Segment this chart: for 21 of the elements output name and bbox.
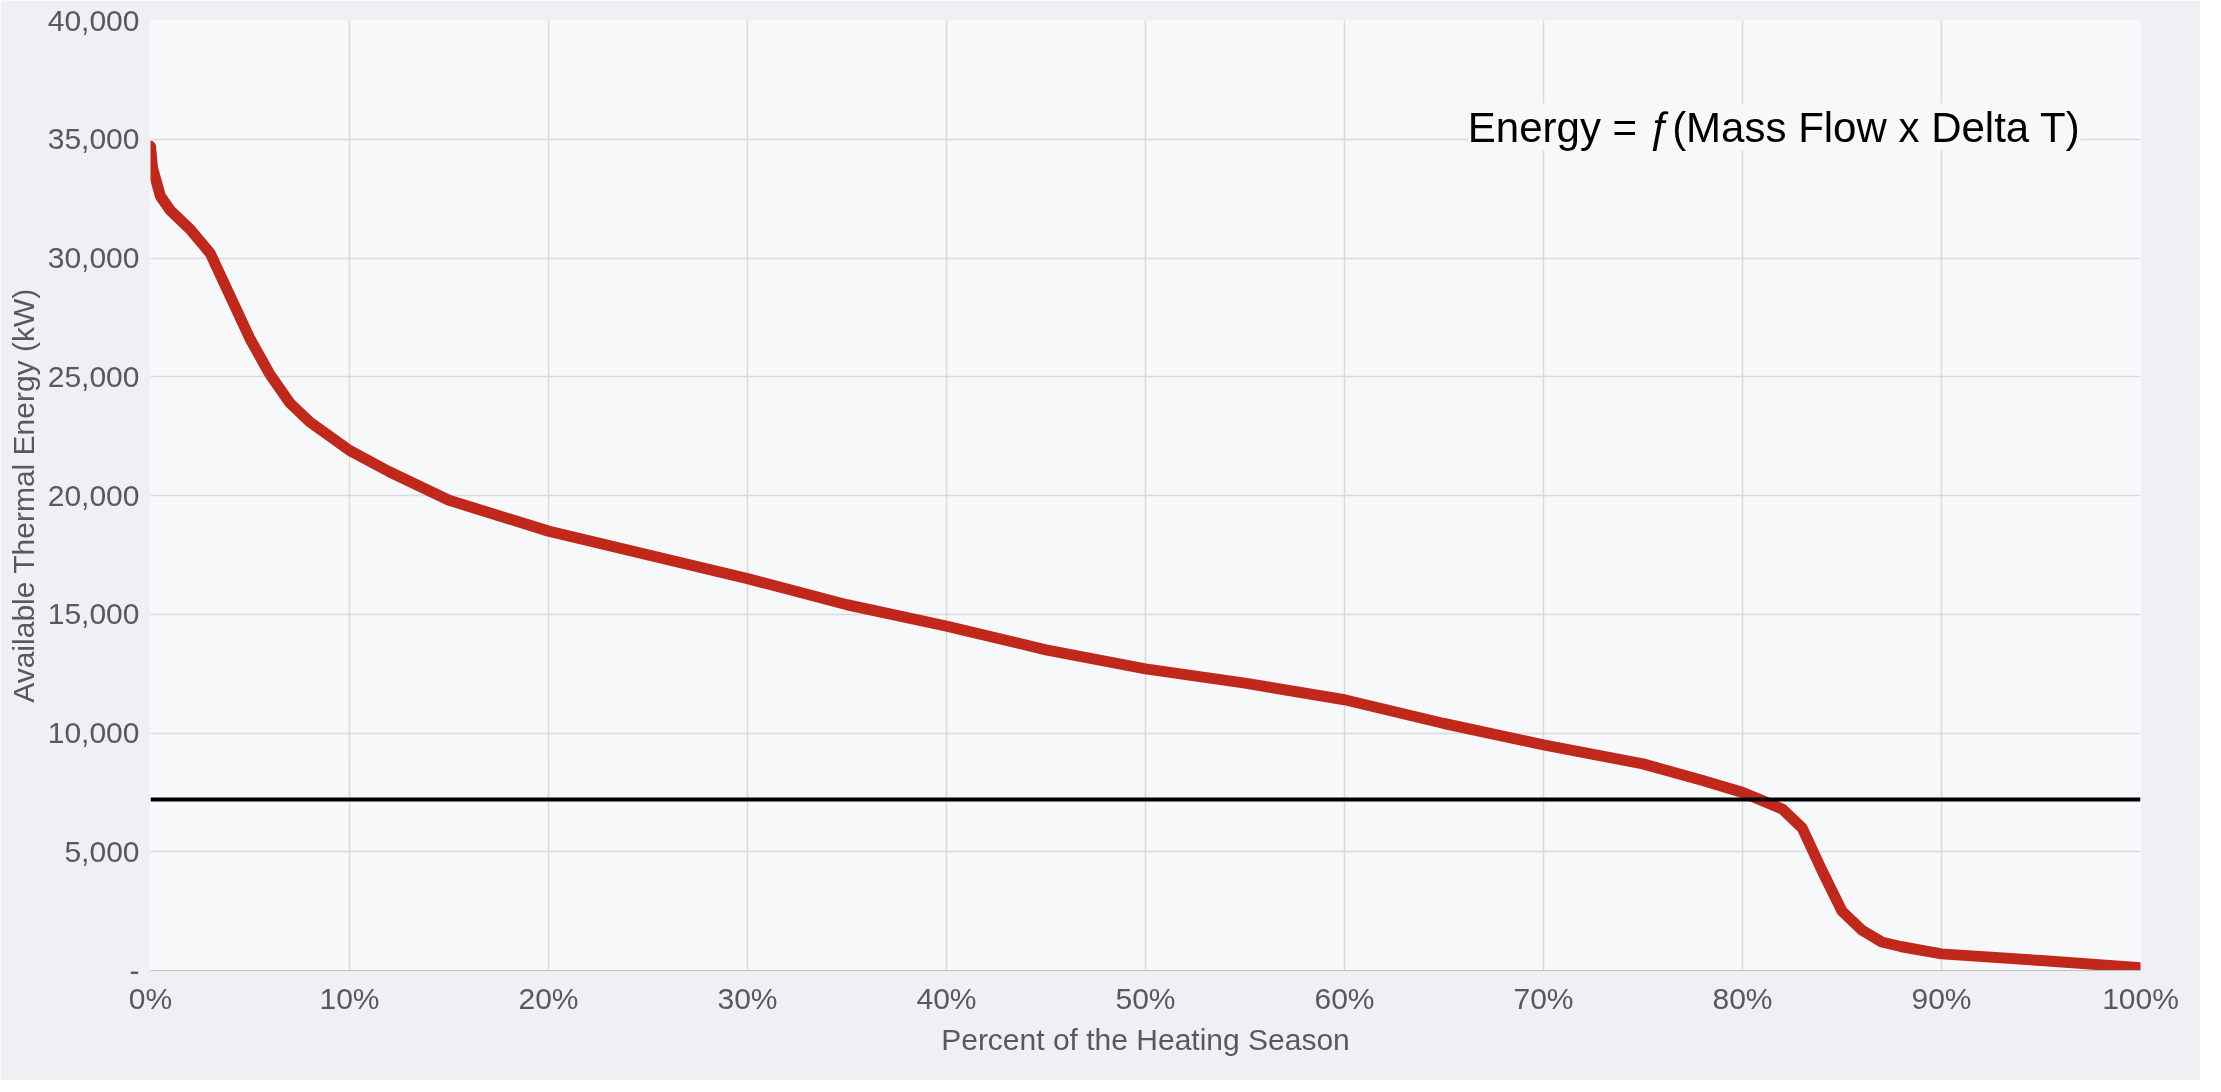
y-tick-label: 20,000 (47, 478, 140, 512)
x-tick-label: 50% (1115, 981, 1176, 1015)
x-tick-label: 90% (1911, 981, 1972, 1015)
annotation: Energy = ƒ(Mass Flow x Delta T) (1467, 103, 2080, 151)
y-tick-label: 35,000 (47, 122, 140, 156)
x-tick-label: 70% (1513, 981, 1574, 1015)
x-tick-label: 30% (717, 981, 778, 1015)
x-tick-label: 100% (2102, 981, 2179, 1015)
y-tick-label: 10,000 (47, 716, 140, 749)
y-tick-label: 30,000 (47, 241, 140, 274)
x-tick-label: 40% (916, 981, 977, 1015)
y-tick-label: 25,000 (47, 359, 140, 393)
x-tick-label: 10% (319, 981, 380, 1015)
x-tick-label: 20% (518, 981, 579, 1015)
x-tick-label: 60% (1314, 981, 1375, 1015)
y-tick-label: 15,000 (47, 597, 140, 631)
y-axis-title: Available Thermal Energy (kW) (6, 288, 40, 703)
y-tick-label: 5,000 (64, 834, 140, 868)
x-tick-label: 80% (1712, 981, 1773, 1015)
y-tick-label: 40,000 (47, 3, 140, 37)
x-axis-title: Percent of the Heating Season (941, 1022, 1350, 1056)
